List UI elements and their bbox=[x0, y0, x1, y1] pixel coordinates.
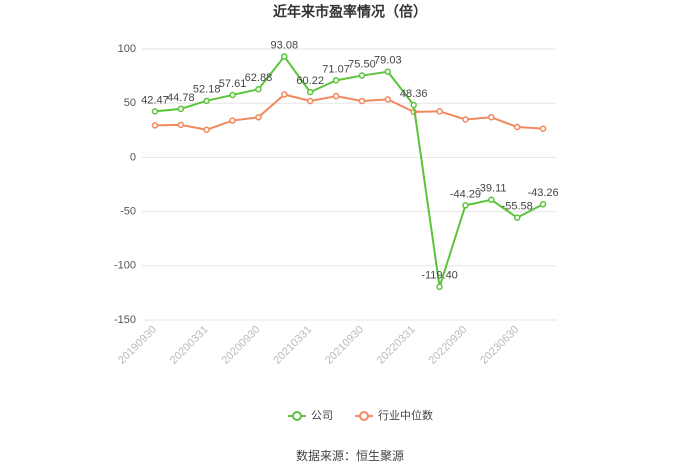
x-tick-label: 20200930 bbox=[220, 324, 263, 367]
data-label: 71.07 bbox=[322, 63, 350, 75]
point bbox=[177, 121, 185, 129]
point bbox=[255, 85, 262, 93]
y-tick-label: -150 bbox=[114, 314, 136, 326]
point bbox=[151, 108, 159, 115]
point bbox=[436, 283, 443, 291]
point bbox=[384, 96, 392, 103]
y-tick-label: 0 bbox=[130, 151, 136, 163]
data-label: 57.61 bbox=[219, 78, 247, 90]
point bbox=[539, 201, 547, 208]
x-tick-label: 20210331 bbox=[271, 324, 314, 367]
x-tick-label: 20190930 bbox=[116, 324, 159, 367]
data-label: -119.40 bbox=[421, 270, 458, 282]
point bbox=[306, 88, 314, 96]
data-label: 79.03 bbox=[374, 55, 402, 67]
point bbox=[229, 91, 236, 99]
legend-label: 公司 bbox=[311, 410, 333, 422]
series-line bbox=[154, 54, 544, 288]
legend-item[interactable]: 公司 bbox=[288, 410, 333, 422]
point bbox=[513, 214, 521, 221]
point bbox=[229, 117, 236, 124]
data-label: 60.22 bbox=[296, 75, 324, 87]
point bbox=[332, 77, 340, 84]
point bbox=[410, 101, 417, 109]
legend-marker bbox=[359, 411, 369, 421]
y-tick-label: -50 bbox=[120, 206, 136, 218]
data-label: 44.78 bbox=[167, 92, 195, 104]
chart-title: 近年来市盈率情况（倍） bbox=[273, 4, 427, 20]
series-line bbox=[154, 93, 544, 131]
data-label: -55.58 bbox=[502, 201, 533, 213]
data-label: 48.36 bbox=[400, 88, 428, 100]
data-label: -44.29 bbox=[450, 188, 481, 200]
data-label: 42.47 bbox=[141, 94, 169, 106]
point bbox=[358, 72, 366, 79]
legend-item[interactable]: 行业中位数 bbox=[355, 408, 433, 422]
point bbox=[462, 116, 469, 123]
data-label: 62.88 bbox=[245, 72, 273, 84]
data-label: 52.18 bbox=[193, 84, 221, 96]
x-tick-label: 20230630 bbox=[478, 324, 521, 367]
point bbox=[436, 108, 443, 115]
x-tick-label: 20220331 bbox=[375, 324, 418, 367]
point bbox=[358, 97, 366, 105]
y-tick-label: 50 bbox=[124, 97, 136, 109]
data-label: 75.50 bbox=[348, 58, 376, 70]
x-tick-label: 20200331 bbox=[168, 324, 211, 367]
source: 数据来源：恒生聚源 bbox=[296, 448, 404, 463]
data-label: 93.08 bbox=[271, 39, 299, 51]
point bbox=[488, 196, 495, 204]
y-tick-label: -100 bbox=[114, 260, 136, 272]
point bbox=[332, 92, 340, 100]
x-tick-label: 20210930 bbox=[323, 324, 366, 367]
point bbox=[513, 123, 521, 131]
point bbox=[539, 125, 547, 132]
point bbox=[203, 97, 210, 105]
data-label: -43.26 bbox=[527, 187, 558, 199]
point bbox=[255, 114, 262, 121]
point bbox=[462, 202, 469, 209]
legend-label: 行业中位数 bbox=[378, 408, 433, 422]
point bbox=[151, 122, 159, 129]
point bbox=[203, 126, 210, 134]
legend-marker bbox=[292, 411, 302, 421]
data-label: -39.11 bbox=[476, 183, 506, 195]
point bbox=[177, 105, 185, 113]
point bbox=[488, 114, 495, 121]
point bbox=[281, 53, 288, 60]
point bbox=[384, 68, 392, 75]
y-tick-label: 100 bbox=[118, 43, 136, 55]
point bbox=[281, 91, 288, 98]
point bbox=[306, 97, 314, 105]
x-tick-label: 20220930 bbox=[427, 324, 470, 367]
